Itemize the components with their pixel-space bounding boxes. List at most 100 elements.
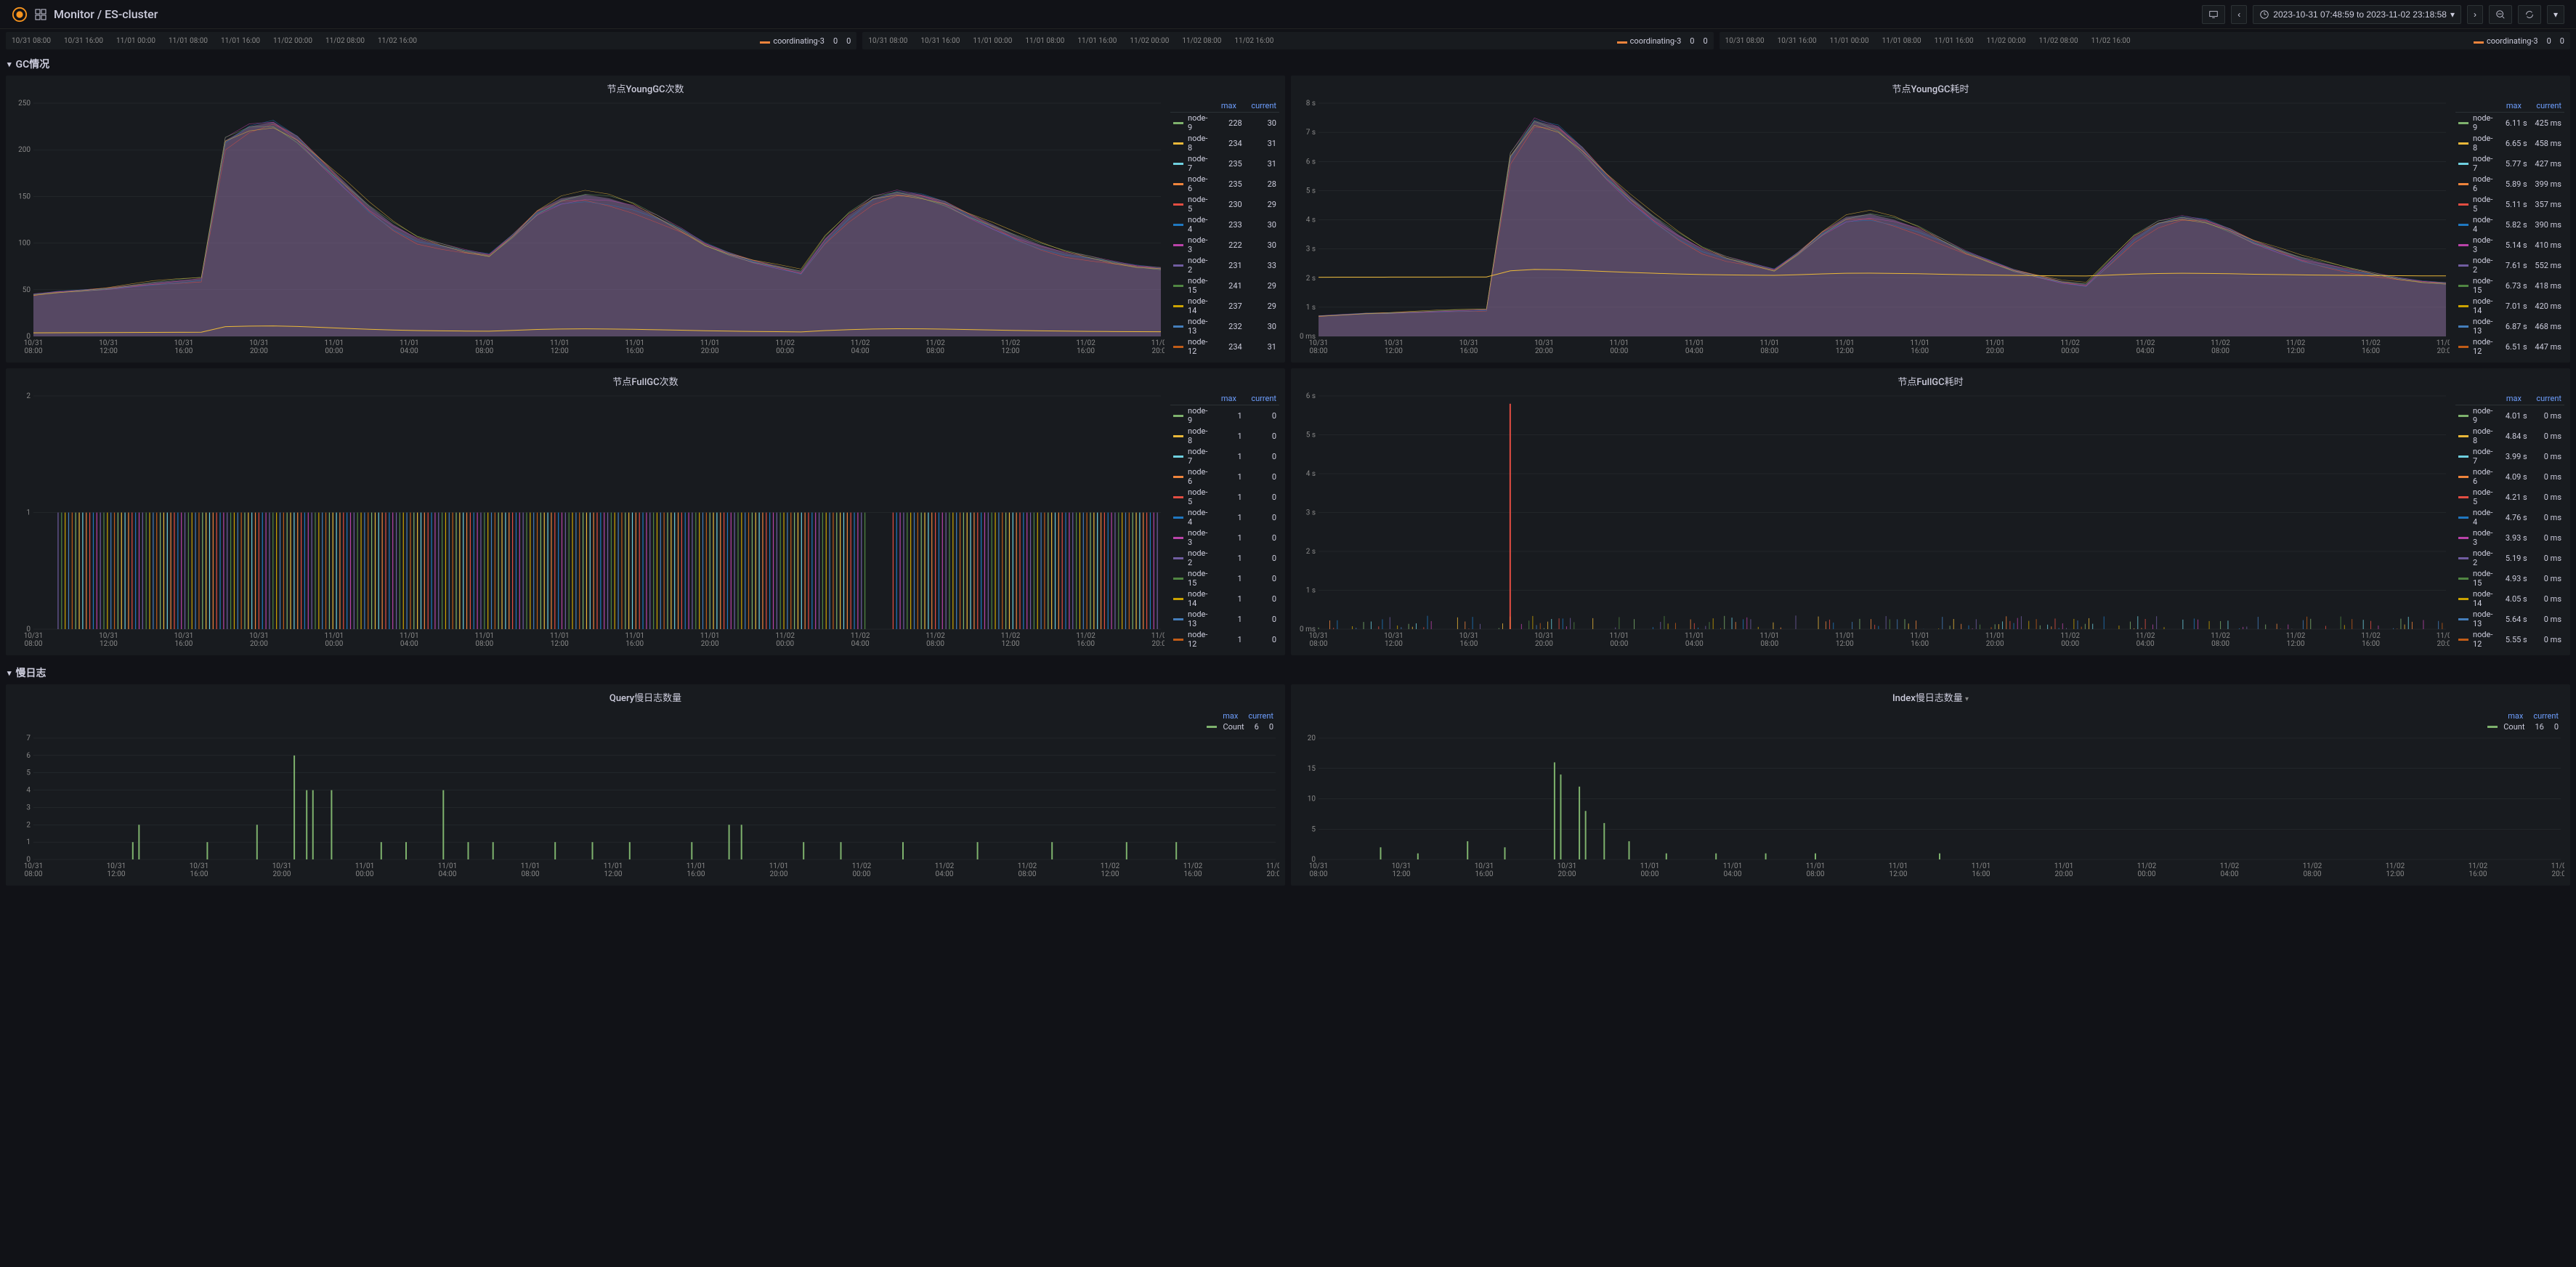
svg-text:16:00: 16:00 bbox=[687, 870, 705, 878]
tv-button[interactable] bbox=[2202, 5, 2225, 24]
breadcrumb[interactable]: Monitor / ES-cluster bbox=[54, 7, 158, 21]
svg-text:00:00: 00:00 bbox=[776, 347, 794, 355]
legend-row[interactable]: node-73.99 s0 ms bbox=[2455, 446, 2564, 466]
legend-row[interactable]: node-156.73 s418 ms bbox=[2455, 275, 2564, 296]
panel-younggc-time[interactable]: 节点YoungGC耗时 0 ms1 s2 s3 s4 s5 s6 s7 s8 s… bbox=[1291, 76, 2570, 363]
legend-row[interactable]: node-922830 bbox=[1170, 113, 1279, 133]
svg-text:11/02: 11/02 bbox=[1151, 339, 1165, 347]
legend-row[interactable]: node-25.19 s0 ms bbox=[2455, 548, 2564, 568]
time-back-button[interactable]: ‹ bbox=[2231, 5, 2247, 24]
refresh-dropdown[interactable]: ▾ bbox=[2547, 5, 2564, 24]
legend-row[interactable]: node-64.09 s0 ms bbox=[2455, 466, 2564, 487]
svg-text:10/31: 10/31 bbox=[24, 862, 44, 870]
svg-text:11/01: 11/01 bbox=[1759, 632, 1779, 640]
panel-index-slowlog[interactable]: Index慢日志数量 ▾ maxcurrentmaxcurrentCount16… bbox=[1291, 684, 2570, 886]
svg-text:11/02: 11/02 bbox=[1076, 632, 1095, 640]
legend-row[interactable]: node-410 bbox=[1170, 507, 1279, 527]
svg-text:10/31: 10/31 bbox=[1558, 862, 1577, 870]
panel-title: Query慢日志数量 bbox=[12, 690, 1279, 704]
mini-panel[interactable]: 10/31 08:0010/31 16:0011/01 00:0011/01 0… bbox=[1720, 32, 2570, 49]
legend-row[interactable]: node-125.55 s0 ms bbox=[2455, 629, 2564, 649]
legend-row[interactable]: node-135.64 s0 ms bbox=[2455, 609, 2564, 629]
svg-text:16:00: 16:00 bbox=[2362, 347, 2380, 355]
legend-row[interactable]: node-65.89 s399 ms bbox=[2455, 174, 2564, 194]
legend-row[interactable]: node-523029 bbox=[1170, 194, 1279, 214]
dashboard-icon[interactable] bbox=[35, 9, 46, 20]
panel-title: 节点YoungGC耗时 bbox=[1297, 81, 2564, 95]
svg-text:04:00: 04:00 bbox=[851, 640, 870, 648]
legend-row[interactable]: node-310 bbox=[1170, 527, 1279, 548]
svg-text:4: 4 bbox=[26, 787, 31, 795]
svg-text:12:00: 12:00 bbox=[2386, 870, 2405, 878]
legend-row[interactable]: node-86.65 s458 ms bbox=[2455, 133, 2564, 153]
legend-row[interactable]: node-147.01 s420 ms bbox=[2455, 296, 2564, 316]
legend-row[interactable]: node-144.05 s0 ms bbox=[2455, 588, 2564, 609]
svg-text:12:00: 12:00 bbox=[2287, 640, 2305, 648]
legend-row[interactable]: node-1423729 bbox=[1170, 296, 1279, 316]
panel-fullgc-count[interactable]: 节点FullGC次数 01210/3108:0010/3112:0010/311… bbox=[6, 368, 1285, 655]
mini-xaxis-0: 10/31 08:0010/31 16:0011/01 00:0011/01 0… bbox=[12, 37, 417, 45]
legend-row[interactable]: node-210 bbox=[1170, 548, 1279, 568]
panel-fullgc-time[interactable]: 节点FullGC耗时 0 ms1 s2 s3 s4 s5 s6 s10/3108… bbox=[1291, 368, 2570, 655]
legend-row[interactable]: node-510 bbox=[1170, 487, 1279, 507]
legend-row[interactable]: node-223133 bbox=[1170, 255, 1279, 275]
legend-row[interactable]: node-910 bbox=[1170, 405, 1279, 426]
svg-text:11/01: 11/01 bbox=[355, 862, 375, 870]
legend-row[interactable]: node-1410 bbox=[1170, 588, 1279, 609]
legend-row[interactable]: node-1210 bbox=[1170, 629, 1279, 649]
legend-row[interactable]: node-1310 bbox=[1170, 609, 1279, 629]
legend-row[interactable]: node-610 bbox=[1170, 466, 1279, 487]
panel-query-slowlog[interactable]: Query慢日志数量 maxcurrentmaxcurrentCount60 0… bbox=[6, 684, 1285, 886]
legend-row[interactable]: node-54.21 s0 ms bbox=[2455, 487, 2564, 507]
legend-row[interactable]: node-35.14 s410 ms bbox=[2455, 235, 2564, 255]
legend-row[interactable]: node-84.84 s0 ms bbox=[2455, 426, 2564, 446]
legend-row[interactable]: node-1323230 bbox=[1170, 316, 1279, 336]
svg-text:11/02: 11/02 bbox=[2361, 632, 2381, 640]
panel-legend: maxcurrentnode-922830node-823431node-723… bbox=[1170, 100, 1279, 357]
legend-row[interactable]: node-723531 bbox=[1170, 153, 1279, 174]
legend-row[interactable]: node-1524129 bbox=[1170, 275, 1279, 296]
svg-text:08:00: 08:00 bbox=[926, 640, 944, 648]
legend-row[interactable]: node-96.11 s425 ms bbox=[2455, 113, 2564, 133]
svg-text:04:00: 04:00 bbox=[2136, 347, 2155, 355]
time-range-picker[interactable]: 2023-10-31 07:48:59 to 2023-11-02 23:18:… bbox=[2253, 5, 2461, 24]
legend-row[interactable]: node-44.76 s0 ms bbox=[2455, 507, 2564, 527]
legend-row[interactable]: node-55.11 s357 ms bbox=[2455, 194, 2564, 214]
legend-row[interactable]: node-94.01 s0 ms bbox=[2455, 405, 2564, 426]
legend-row[interactable]: node-1510 bbox=[1170, 568, 1279, 588]
legend-row[interactable]: node-710 bbox=[1170, 446, 1279, 466]
svg-text:10/31: 10/31 bbox=[1384, 339, 1404, 347]
svg-text:7 s: 7 s bbox=[1306, 129, 1316, 137]
svg-text:11/01: 11/01 bbox=[1889, 862, 1908, 870]
legend-row[interactable]: node-126.51 s447 ms bbox=[2455, 336, 2564, 357]
legend-row[interactable]: node-33.93 s0 ms bbox=[2455, 527, 2564, 548]
svg-text:200: 200 bbox=[18, 146, 31, 154]
mini-panel[interactable]: 10/31 08:0010/31 16:0011/01 00:0011/01 0… bbox=[862, 32, 1713, 49]
svg-text:16:00: 16:00 bbox=[625, 640, 644, 648]
legend-row[interactable]: node-154.93 s0 ms bbox=[2455, 568, 2564, 588]
section-slowlog[interactable]: ▾ 慢日志 bbox=[0, 661, 2576, 684]
legend-row[interactable]: node-810 bbox=[1170, 426, 1279, 446]
svg-text:12:00: 12:00 bbox=[1836, 347, 1854, 355]
legend-row[interactable]: node-322230 bbox=[1170, 235, 1279, 255]
clock-icon bbox=[2259, 9, 2269, 20]
svg-text:04:00: 04:00 bbox=[851, 347, 870, 355]
legend-row[interactable]: node-423330 bbox=[1170, 214, 1279, 235]
svg-text:00:00: 00:00 bbox=[1641, 870, 1659, 878]
mini-panel[interactable]: 10/31 08:0010/31 16:0011/01 00:0011/01 0… bbox=[6, 32, 856, 49]
svg-text:00:00: 00:00 bbox=[853, 870, 871, 878]
legend-row[interactable]: node-27.61 s552 ms bbox=[2455, 255, 2564, 275]
panel-younggc-count[interactable]: 节点YoungGC次数 05010015020025010/3108:0010/… bbox=[6, 76, 1285, 363]
legend-row[interactable]: node-136.87 s468 ms bbox=[2455, 316, 2564, 336]
legend-row[interactable]: node-1223431 bbox=[1170, 336, 1279, 357]
svg-text:20:00: 20:00 bbox=[1986, 347, 2004, 355]
legend-row[interactable]: node-45.82 s390 ms bbox=[2455, 214, 2564, 235]
legend-row[interactable]: node-823431 bbox=[1170, 133, 1279, 153]
section-gc[interactable]: ▾ GC情况 bbox=[0, 52, 2576, 76]
legend-row[interactable]: node-623528 bbox=[1170, 174, 1279, 194]
chevron-down-icon: ▾ bbox=[2450, 9, 2455, 20]
legend-row[interactable]: node-75.77 s427 ms bbox=[2455, 153, 2564, 174]
time-forward-button[interactable]: › bbox=[2467, 5, 2483, 24]
refresh-button[interactable] bbox=[2518, 5, 2541, 24]
zoom-out-button[interactable] bbox=[2489, 5, 2512, 24]
